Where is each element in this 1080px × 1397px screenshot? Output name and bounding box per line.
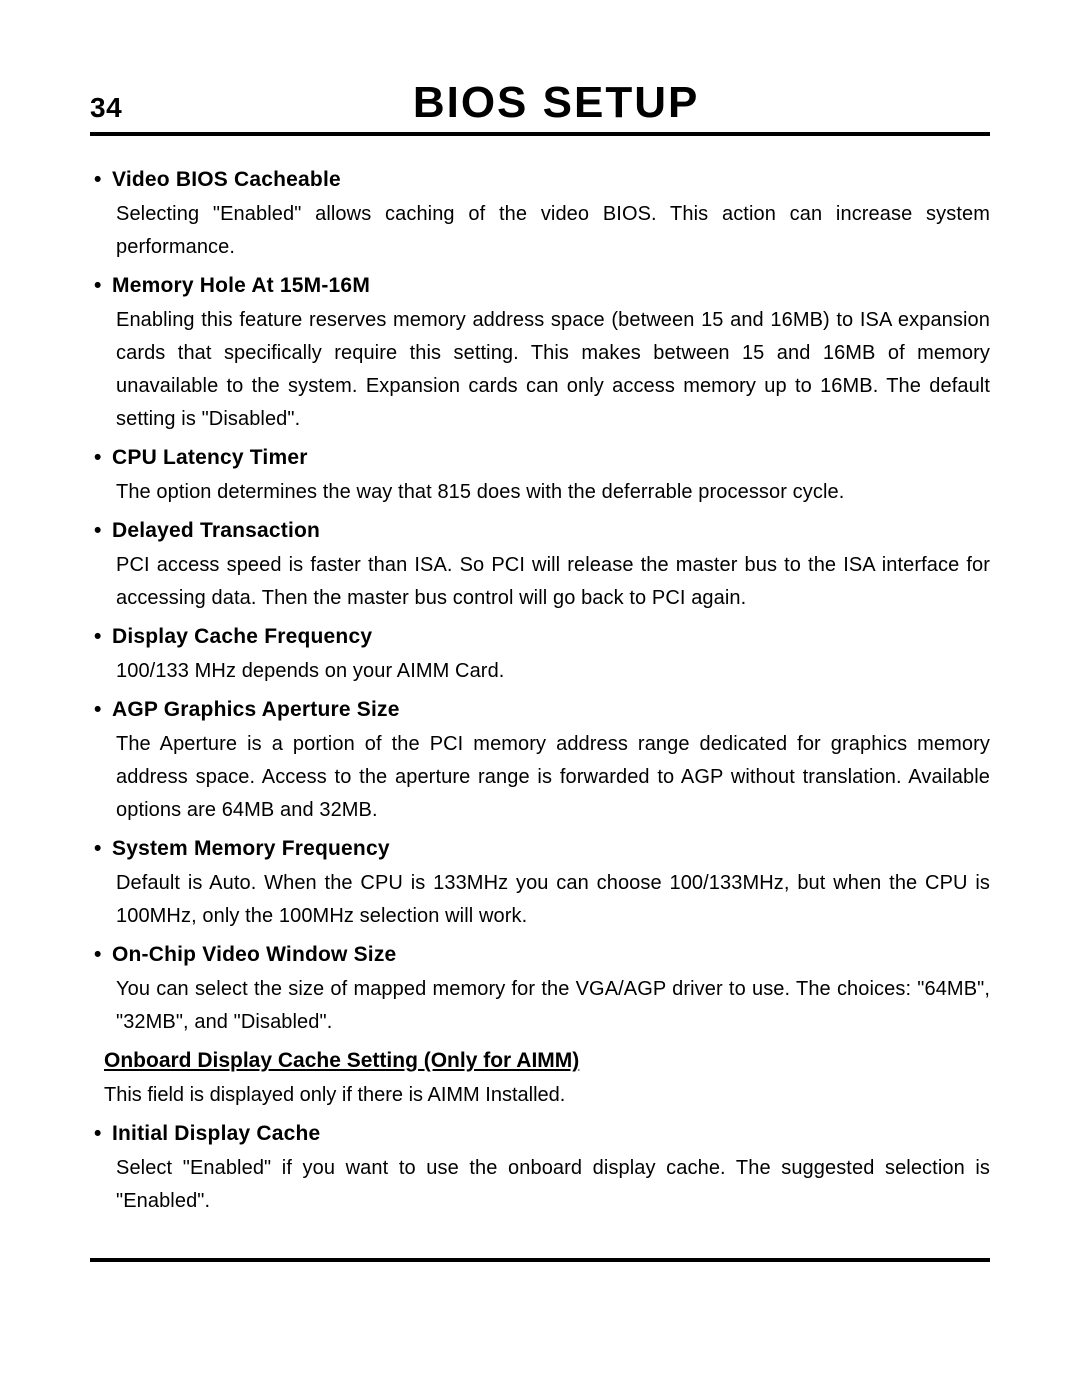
section-agp-aperture: • AGP Graphics Aperture Size The Apertur… <box>90 698 990 827</box>
section-heading: • On-Chip Video Window Size <box>94 943 990 967</box>
section-body: Enabling this feature reserves memory ad… <box>116 304 990 436</box>
section-heading: • AGP Graphics Aperture Size <box>94 698 990 722</box>
bottom-rule <box>90 1258 990 1262</box>
section-heading: • System Memory Frequency <box>94 837 990 861</box>
section-body: Selecting "Enabled" allows caching of th… <box>116 198 990 264</box>
section-body: The option determines the way that 815 d… <box>116 476 990 509</box>
section-delayed-transaction: • Delayed Transaction PCI access speed i… <box>90 519 990 615</box>
section-heading: • CPU Latency Timer <box>94 446 990 470</box>
section-system-memory-frequency: • System Memory Frequency Default is Aut… <box>90 837 990 933</box>
bullet-icon: • <box>94 1122 112 1146</box>
section-heading-text: Delayed Transaction <box>112 519 320 543</box>
section-memory-hole: • Memory Hole At 15M-16M Enabling this f… <box>90 274 990 436</box>
section-heading-text: Display Cache Frequency <box>112 625 372 649</box>
section-heading: • Video BIOS Cacheable <box>94 168 990 192</box>
bullet-icon: • <box>94 943 112 967</box>
section-body: Default is Auto. When the CPU is 133MHz … <box>116 867 990 933</box>
section-heading: • Initial Display Cache <box>94 1122 990 1146</box>
page-header: 34 BIOS SETUP <box>90 78 990 136</box>
section-heading: • Display Cache Frequency <box>94 625 990 649</box>
page-title: BIOS SETUP <box>122 78 990 128</box>
section-heading: • Delayed Transaction <box>94 519 990 543</box>
section-body: The Aperture is a portion of the PCI mem… <box>116 728 990 827</box>
bullet-icon: • <box>94 625 112 649</box>
bullet-icon: • <box>94 698 112 722</box>
page-number: 34 <box>90 92 122 124</box>
bullet-icon: • <box>94 519 112 543</box>
section-onchip-video-window: • On-Chip Video Window Size You can sele… <box>90 943 990 1039</box>
section-heading-text: CPU Latency Timer <box>112 446 308 470</box>
bullet-icon: • <box>94 837 112 861</box>
bullet-icon: • <box>94 168 112 192</box>
section-heading-text: AGP Graphics Aperture Size <box>112 698 400 722</box>
section-body: Select "Enabled" if you want to use the … <box>116 1152 990 1218</box>
section-body: PCI access speed is faster than ISA. So … <box>116 549 990 615</box>
section-heading-text: System Memory Frequency <box>112 837 390 861</box>
section-initial-display-cache: • Initial Display Cache Select "Enabled"… <box>90 1122 990 1218</box>
section-body: You can select the size of mapped memory… <box>116 973 990 1039</box>
bullet-icon: • <box>94 274 112 298</box>
section-display-cache-frequency: • Display Cache Frequency 100/133 MHz de… <box>90 625 990 688</box>
section-cpu-latency-timer: • CPU Latency Timer The option determine… <box>90 446 990 509</box>
section-heading-text: On-Chip Video Window Size <box>112 943 396 967</box>
section-heading: • Memory Hole At 15M-16M <box>94 274 990 298</box>
section-heading-text: Memory Hole At 15M-16M <box>112 274 370 298</box>
subsection-onboard-display-cache: Onboard Display Cache Setting (Only for … <box>90 1049 990 1112</box>
subsection-heading: Onboard Display Cache Setting (Only for … <box>104 1049 990 1073</box>
bullet-icon: • <box>94 446 112 470</box>
section-video-bios-cacheable: • Video BIOS Cacheable Selecting "Enable… <box>90 168 990 264</box>
section-heading-text: Video BIOS Cacheable <box>112 168 341 192</box>
section-heading-text: Initial Display Cache <box>112 1122 320 1146</box>
section-body: 100/133 MHz depends on your AIMM Card. <box>116 655 990 688</box>
subsection-body: This field is displayed only if there is… <box>104 1079 990 1112</box>
document-page: 34 BIOS SETUP • Video BIOS Cacheable Sel… <box>0 0 1080 1397</box>
